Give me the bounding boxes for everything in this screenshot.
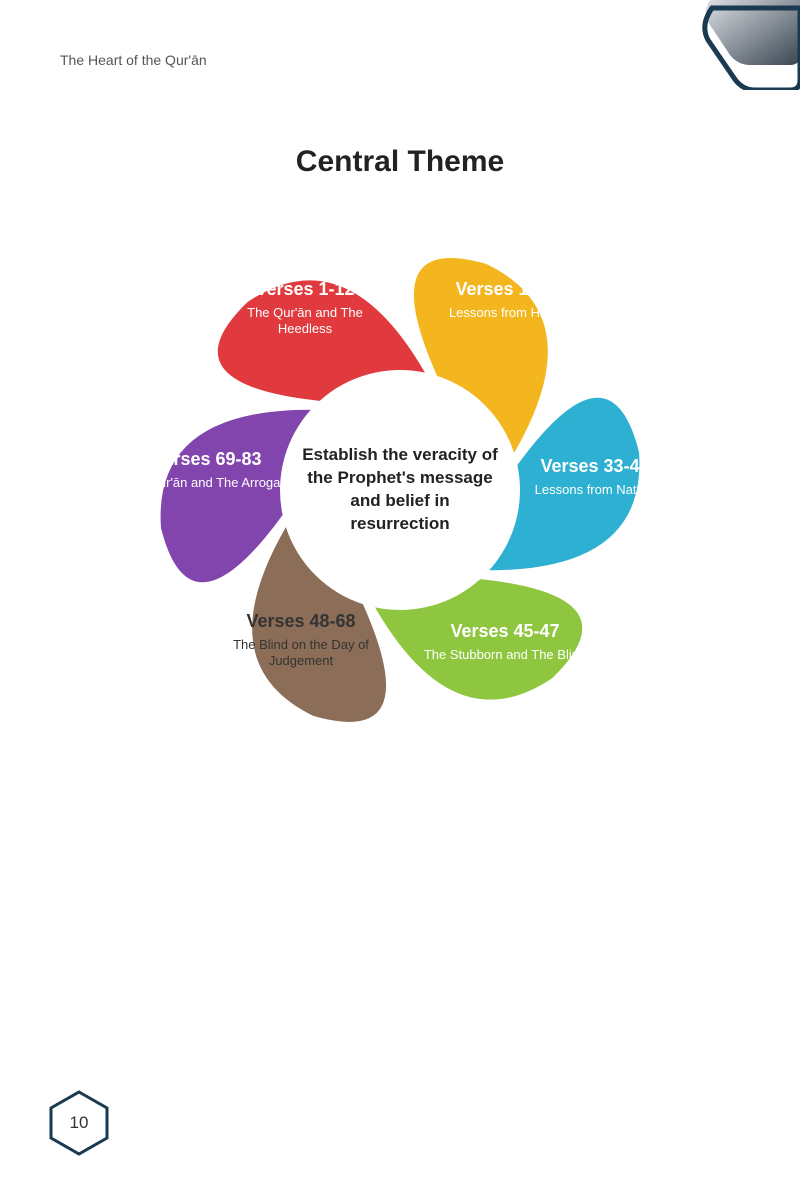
segment-label-2: Verses 33-44 Lessons from Nature	[510, 455, 680, 498]
segment-label-4: Verses 48-68 The Blind on the Day of Judg…	[216, 610, 386, 669]
segment-desc: The Qur'ān and The Arrogant	[122, 475, 292, 491]
segment-desc: The Stubborn and The Blind	[420, 647, 590, 663]
center-theme-text: Establish the veracity of the Prophet's …	[300, 444, 500, 536]
segment-verse: Verses 13-32	[425, 278, 595, 301]
segment-verse: Verses 69-83	[122, 448, 292, 471]
segment-label-5: Verses 69-83 The Qur'ān and The Arrogant	[122, 448, 292, 491]
segment-desc: Lessons from Nature	[510, 482, 680, 498]
segment-verse: Verses 48-68	[216, 610, 386, 633]
page-number: 10	[70, 1113, 89, 1133]
segment-desc: The Qur'ān and The Heedless	[220, 305, 390, 338]
segment-verse: Verses 1-12	[220, 278, 390, 301]
segment-label-0: Verses 1-12 The Qur'ān and The Heedless	[220, 278, 390, 337]
segment-desc: The Blind on the Day of Judgement	[216, 637, 386, 670]
segment-desc: Lessons from History	[425, 305, 595, 321]
segment-verse: Verses 45-47	[420, 620, 590, 643]
page-title: Central Theme	[0, 145, 800, 179]
segment-label-1: Verses 13-32 Lessons from History	[425, 278, 595, 321]
hexagon-diagram: Establish the veracity of the Prophet's …	[120, 210, 680, 770]
segment-label-3: Verses 45-47 The Stubborn and The Blind	[420, 620, 590, 663]
page-number-badge: 10	[45, 1089, 113, 1157]
corner-decoration	[690, 0, 800, 90]
segment-verse: Verses 33-44	[510, 455, 680, 478]
book-header: The Heart of the Qur'ān	[60, 52, 207, 68]
